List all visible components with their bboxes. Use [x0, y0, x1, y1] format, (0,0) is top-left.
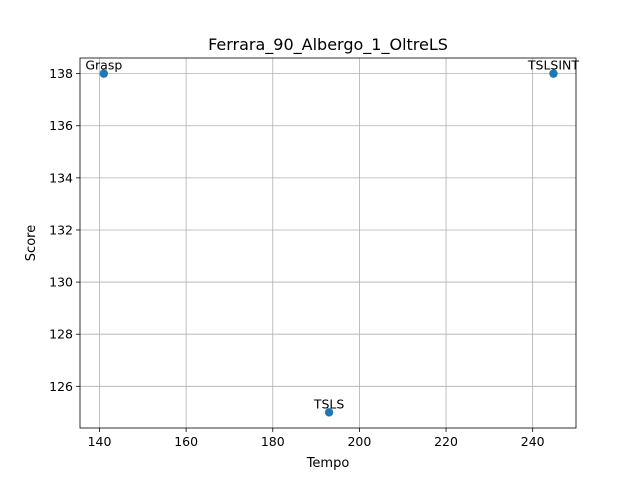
y-tick-label: 132	[49, 222, 73, 237]
data-points: Grasp TSLS TSLSINT	[85, 58, 579, 417]
y-tick-label: 138	[49, 66, 73, 81]
x-tick-label: 160	[174, 434, 198, 449]
x-axis-label: Tempo	[306, 456, 350, 471]
grid-lines	[80, 58, 576, 428]
y-tick-label: 126	[49, 379, 73, 394]
x-tick-label: 140	[88, 434, 112, 449]
scatter-point	[99, 69, 109, 78]
scatter-point	[549, 69, 558, 78]
y-tick-label: 128	[49, 327, 73, 342]
plot-area-frame	[79, 57, 577, 429]
y-tick-label: 134	[49, 170, 73, 185]
x-tick-label: 200	[347, 434, 371, 449]
scatter-point	[324, 408, 334, 417]
y-axis-ticks: 126 128 130 132 134 136 138	[49, 66, 80, 394]
x-tick-label: 220	[434, 434, 458, 449]
point-label: Grasp	[85, 58, 122, 73]
y-tick-label: 130	[49, 275, 73, 290]
y-tick-label: 136	[49, 118, 73, 133]
chart-title: Ferrara_90_Albergo_1_OltreLS	[208, 35, 448, 55]
x-axis-ticks: 140 160 180 200 220 240	[88, 428, 545, 449]
y-axis-label: Score	[24, 225, 39, 261]
x-tick-label: 240	[521, 434, 545, 449]
point-label: TSLS	[313, 396, 345, 411]
point-label: TSLSINT	[527, 58, 580, 73]
x-tick-label: 180	[261, 434, 285, 449]
